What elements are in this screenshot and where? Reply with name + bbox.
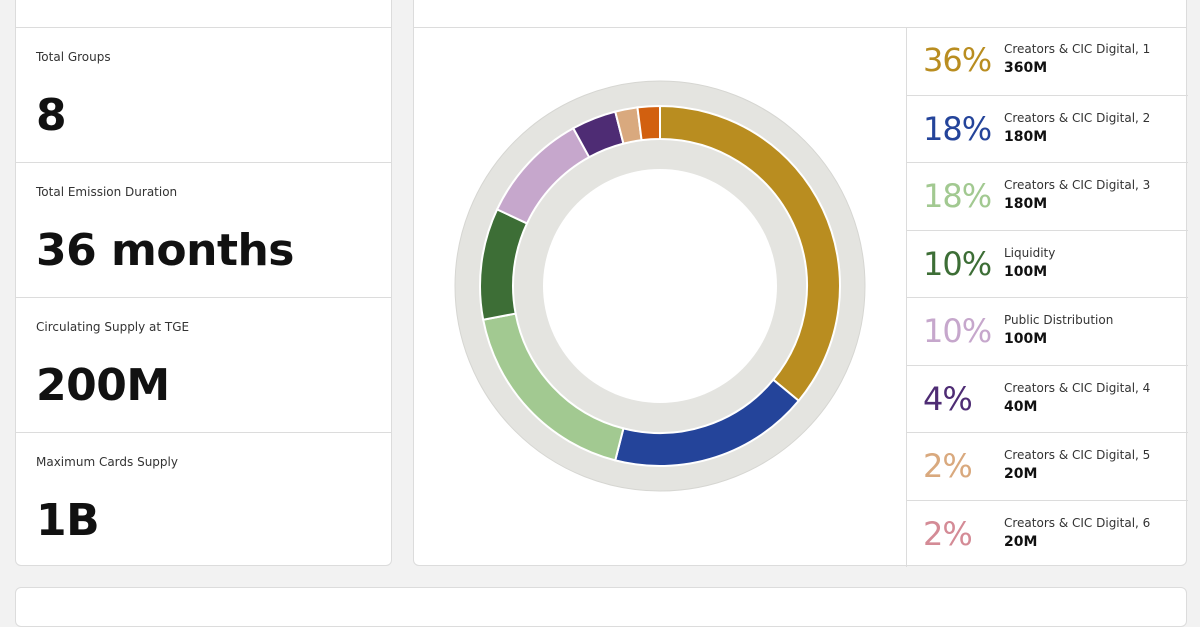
- stats-card: Total Groups 8 Total Emission Duration 36 m…: [15, 0, 392, 566]
- stat-label: Maximum Cards Supply: [36, 455, 178, 469]
- legend-percent: 4%: [923, 379, 973, 418]
- divider: [414, 27, 1186, 28]
- legend-amount: 180M: [1004, 196, 1048, 212]
- legend-amount: 180M: [1004, 128, 1048, 145]
- legend: 36% Creators & CIC Digital, 1 360M 18% Creat…: [906, 27, 1188, 567]
- legend-percent: 10%: [923, 244, 992, 283]
- legend-amount: 40M: [1004, 398, 1038, 415]
- stat-value: 36 months: [36, 225, 295, 276]
- legend-item: 36% Creators & CIC Digital, 1 360M: [907, 27, 1188, 94]
- legend-item: 18% Creators & CIC Digital, 3 180M: [907, 162, 1188, 230]
- donut-hole: [543, 169, 777, 403]
- legend-percent: 18%: [923, 109, 992, 148]
- bottom-card: [15, 587, 1187, 627]
- legend-item: 10% Public Distribution 100M: [907, 297, 1188, 365]
- chart-card: 36% Creators & CIC Digital, 1 360M 18% Creat…: [413, 0, 1188, 567]
- legend-item: 2% Creators & CIC Digital, 6 20M: [907, 499, 1188, 568]
- donut: [454, 80, 866, 492]
- legend-name: Liquidity: [1004, 245, 1056, 260]
- legend-amount: 100M: [1004, 331, 1048, 347]
- stat-label: Circulating Supply at TGE: [36, 320, 190, 334]
- legend-percent: 2%: [923, 514, 973, 553]
- legend-percent: 10%: [923, 312, 992, 350]
- stat-label: Total Groups: [36, 50, 111, 64]
- legend-name: Creators & CIC Digital, 1: [1004, 42, 1151, 56]
- legend-name: Creators & CIC Digital, 6: [1004, 515, 1151, 530]
- stat-value: 1B: [36, 495, 100, 546]
- stat-row: Circulating Supply at TGE 200M: [16, 297, 391, 433]
- stat-value: 200M: [36, 360, 170, 411]
- legend-item: 4% Creators & CIC Digital, 4 40M: [907, 364, 1188, 433]
- legend-name: Creators & CIC Digital, 3: [1004, 178, 1151, 192]
- stat-value: 8: [36, 90, 67, 141]
- legend-name: Creators & CIC Digital, 2: [1004, 110, 1151, 125]
- page: Total Groups 8 Total Emission Duration 36 m…: [15, 0, 1188, 627]
- legend-item: 2% Creators & CIC Digital, 5 20M: [907, 432, 1188, 500]
- stat-row: Maximum Cards Supply 1B: [16, 432, 391, 568]
- legend-amount: 20M: [1004, 466, 1038, 482]
- legend-percent: 36%: [923, 41, 992, 79]
- stat-row: Total Groups 8: [16, 27, 391, 163]
- stat-label: Total Emission Duration: [36, 185, 178, 199]
- legend-percent: 2%: [923, 447, 973, 485]
- legend-item: 18% Creators & CIC Digital, 2 180M: [907, 94, 1188, 163]
- legend-amount: 100M: [1004, 263, 1048, 280]
- stat-row: Total Emission Duration 36 months: [16, 162, 391, 298]
- donut-segment: [636, 104, 661, 142]
- legend-amount: 20M: [1004, 533, 1038, 550]
- legend-amount: 360M: [1004, 60, 1048, 76]
- legend-item: 10% Liquidity 100M: [907, 229, 1188, 298]
- legend-name: Creators & CIC Digital, 5: [1004, 448, 1151, 462]
- legend-name: Public Distribution: [1004, 313, 1114, 327]
- legend-percent: 18%: [923, 177, 992, 215]
- legend-name: Creators & CIC Digital, 4: [1004, 380, 1151, 395]
